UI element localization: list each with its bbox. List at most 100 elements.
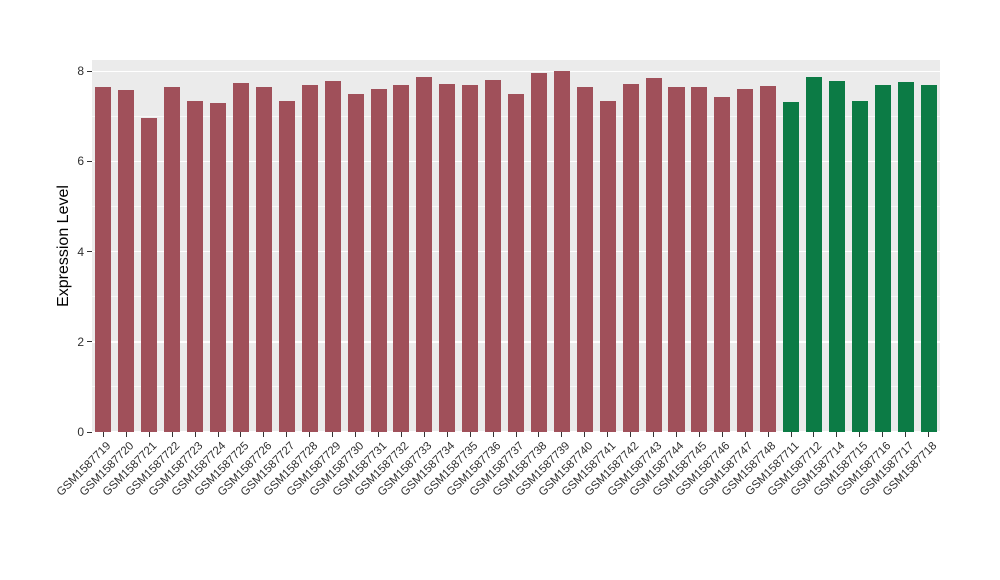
bar-slot (757, 60, 780, 432)
bar (232, 83, 249, 432)
x-tick-mark (836, 432, 838, 437)
bar-slot (505, 60, 528, 432)
x-tick-mark (446, 432, 448, 437)
bar-slot (230, 60, 253, 432)
x-tick-mark (194, 432, 196, 437)
bar-slot (894, 60, 917, 432)
x-tick-mark (217, 432, 219, 437)
y-tick-mark (87, 70, 92, 72)
bar (920, 84, 937, 432)
x-tick-mark (538, 432, 540, 437)
bar (783, 102, 800, 432)
bar-slot (550, 60, 573, 432)
x-tick-mark (515, 432, 517, 437)
bar-slot (871, 60, 894, 432)
bar (874, 85, 891, 432)
y-tick-mark (87, 341, 92, 343)
bar (210, 103, 227, 432)
bar (462, 85, 479, 432)
x-tick-mark (148, 432, 150, 437)
y-tick-label: 0 (77, 425, 84, 439)
x-tick-mark (240, 432, 242, 437)
y-tick-mark (87, 160, 92, 162)
x-tick-mark (790, 432, 792, 437)
bar-slot (207, 60, 230, 432)
y-tick-label: 6 (77, 154, 84, 169)
x-tick-mark (721, 432, 723, 437)
bar (347, 94, 364, 432)
bar-slot (298, 60, 321, 432)
bar-slot (688, 60, 711, 432)
x-tick-mark (492, 432, 494, 437)
bar (370, 89, 387, 432)
bar-slot (459, 60, 482, 432)
bar (668, 87, 685, 432)
bar (576, 87, 593, 432)
x-tick-mark (859, 432, 861, 437)
x-tick-mark (102, 432, 104, 437)
y-tick-label: 4 (77, 244, 84, 259)
bar (714, 97, 731, 432)
bar (141, 117, 158, 432)
bar (645, 78, 662, 432)
bar (760, 86, 777, 432)
bar-slot (275, 60, 298, 432)
x-tick-mark (400, 432, 402, 437)
bar-slot (390, 60, 413, 432)
bar (530, 73, 547, 432)
bar (828, 81, 845, 432)
gridline-major (92, 70, 940, 73)
x-tick-mark (905, 432, 907, 437)
x-tick-mark (171, 432, 173, 437)
bar-slot (642, 60, 665, 432)
bar-slot (161, 60, 184, 432)
bar (393, 85, 410, 432)
bar-slot (665, 60, 688, 432)
bar (118, 90, 135, 432)
x-tick-mark (675, 432, 677, 437)
x-tick-mark (125, 432, 127, 437)
bar (439, 84, 456, 432)
bar-slot (92, 60, 115, 432)
bar-slot (138, 60, 161, 432)
bar-slot (573, 60, 596, 432)
x-tick-mark (423, 432, 425, 437)
x-tick-mark (584, 432, 586, 437)
bar-slot (528, 60, 551, 432)
bar-slot (803, 60, 826, 432)
bar (95, 87, 112, 432)
bar (737, 89, 754, 432)
x-tick-mark (355, 432, 357, 437)
bar (897, 82, 914, 432)
bar (553, 70, 570, 432)
x-tick-mark (469, 432, 471, 437)
x-tick-mark (607, 432, 609, 437)
bar-slot (848, 60, 871, 432)
bar-slot (826, 60, 849, 432)
bar-slot (596, 60, 619, 432)
bar (278, 100, 295, 432)
x-tick-mark (882, 432, 884, 437)
bar (255, 87, 272, 432)
x-tick-mark (332, 432, 334, 437)
bar (806, 77, 823, 432)
bar (416, 77, 433, 432)
bar-slot (780, 60, 803, 432)
x-tick-mark (286, 432, 288, 437)
bar-slot (917, 60, 940, 432)
x-tick-mark (561, 432, 563, 437)
bar (851, 101, 868, 432)
bar-slot (321, 60, 344, 432)
x-tick-mark (744, 432, 746, 437)
bar-slot (252, 60, 275, 432)
x-tick-mark (813, 432, 815, 437)
bar (164, 87, 181, 432)
x-tick-mark (653, 432, 654, 437)
bar (301, 85, 318, 432)
x-tick-mark (767, 432, 769, 437)
bar (324, 81, 341, 432)
bar-slot (711, 60, 734, 432)
y-tick-mark (87, 251, 92, 253)
bar-slot (184, 60, 207, 432)
bar-slot (436, 60, 459, 432)
